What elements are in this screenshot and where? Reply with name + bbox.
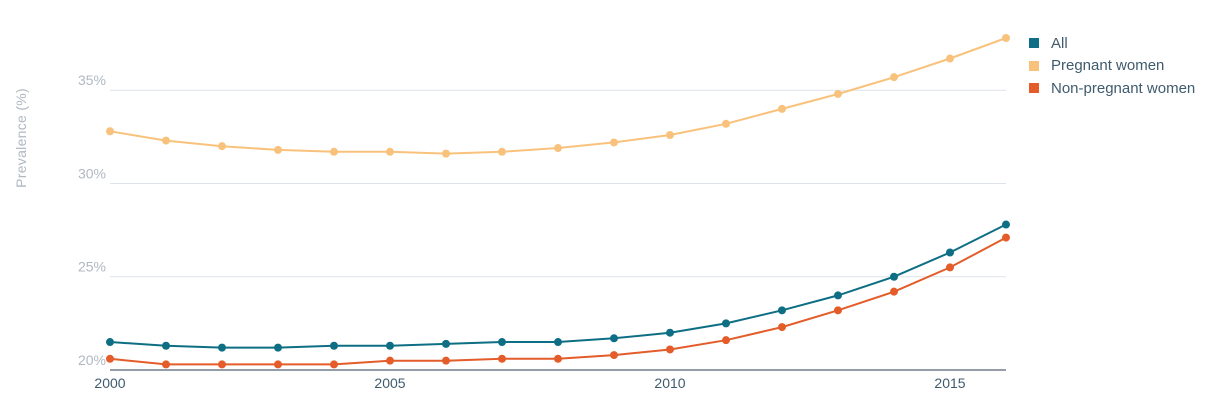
- legend-swatch: [1029, 60, 1039, 71]
- data-point[interactable]: [722, 336, 730, 345]
- data-point[interactable]: [218, 142, 226, 151]
- data-point[interactable]: [834, 89, 842, 98]
- data-point[interactable]: [386, 147, 394, 156]
- data-point[interactable]: [106, 338, 114, 347]
- data-point[interactable]: [442, 339, 450, 348]
- data-point[interactable]: [778, 104, 786, 113]
- data-point[interactable]: [274, 360, 282, 369]
- legend-item[interactable]: All: [1029, 32, 1195, 55]
- data-point[interactable]: [106, 354, 114, 363]
- data-point[interactable]: [890, 272, 898, 281]
- data-point[interactable]: [162, 341, 170, 350]
- data-point[interactable]: [890, 73, 898, 82]
- gridlines: [110, 89, 1006, 371]
- data-point[interactable]: [218, 343, 226, 352]
- data-point[interactable]: [330, 147, 338, 156]
- data-point[interactable]: [778, 323, 786, 332]
- data-point[interactable]: [946, 54, 954, 63]
- y-axis-ticks: 20% 25% 30% 35%: [78, 72, 106, 368]
- data-point[interactable]: [722, 119, 730, 128]
- data-point[interactable]: [778, 306, 786, 315]
- y-tick-label: 25%: [78, 259, 106, 275]
- data-point[interactable]: [610, 138, 618, 147]
- data-point[interactable]: [890, 287, 898, 296]
- y-tick-label: 20%: [78, 352, 106, 368]
- legend-item[interactable]: Pregnant women: [1029, 55, 1195, 78]
- data-point[interactable]: [946, 248, 954, 257]
- x-tick-label: 2015: [934, 375, 965, 391]
- data-point[interactable]: [554, 144, 562, 153]
- legend-label: All: [1051, 34, 1068, 52]
- data-point[interactable]: [442, 149, 450, 158]
- series-group: [106, 34, 1010, 369]
- y-tick-label: 35%: [78, 72, 106, 88]
- x-axis-ticks: 2000 2005 2010 2015: [94, 375, 965, 391]
- data-point[interactable]: [1002, 34, 1010, 42]
- series-line: [109, 37, 1007, 155]
- data-point[interactable]: [330, 341, 338, 350]
- x-tick-label: 2010: [654, 375, 685, 391]
- legend-swatch: [1029, 38, 1039, 49]
- data-point[interactable]: [946, 263, 954, 272]
- data-point[interactable]: [106, 127, 114, 136]
- data-point[interactable]: [610, 334, 618, 343]
- data-point[interactable]: [610, 351, 618, 360]
- data-point[interactable]: [498, 354, 506, 363]
- y-tick-label: 30%: [78, 165, 106, 181]
- data-point[interactable]: [1002, 220, 1010, 229]
- data-point[interactable]: [554, 354, 562, 363]
- data-point[interactable]: [722, 319, 730, 328]
- data-point[interactable]: [162, 136, 170, 145]
- data-point[interactable]: [498, 147, 506, 156]
- x-tick-label: 2000: [94, 375, 125, 391]
- data-point[interactable]: [666, 345, 674, 354]
- data-point[interactable]: [1002, 233, 1010, 242]
- legend-item[interactable]: Non-pregnant women: [1029, 77, 1195, 100]
- data-point[interactable]: [274, 343, 282, 352]
- legend-swatch: [1029, 83, 1039, 94]
- data-point[interactable]: [666, 130, 674, 139]
- data-point[interactable]: [834, 306, 842, 315]
- data-point[interactable]: [274, 145, 282, 154]
- data-point[interactable]: [554, 338, 562, 347]
- data-point[interactable]: [386, 341, 394, 350]
- series-line: [109, 223, 1007, 349]
- x-tick-label: 2005: [374, 375, 405, 391]
- y-axis-label: Prevalence (%): [13, 88, 29, 188]
- data-point[interactable]: [162, 360, 170, 369]
- data-point[interactable]: [498, 338, 506, 347]
- data-point[interactable]: [218, 360, 226, 369]
- data-point[interactable]: [442, 356, 450, 365]
- legend-label: Non-pregnant women: [1051, 79, 1196, 97]
- data-point[interactable]: [330, 360, 338, 369]
- data-point[interactable]: [386, 356, 394, 365]
- legend: All Pregnant women Non-pregnant women: [1029, 32, 1195, 100]
- legend-label: Pregnant women: [1051, 57, 1165, 75]
- data-point[interactable]: [834, 291, 842, 300]
- data-point[interactable]: [666, 328, 674, 337]
